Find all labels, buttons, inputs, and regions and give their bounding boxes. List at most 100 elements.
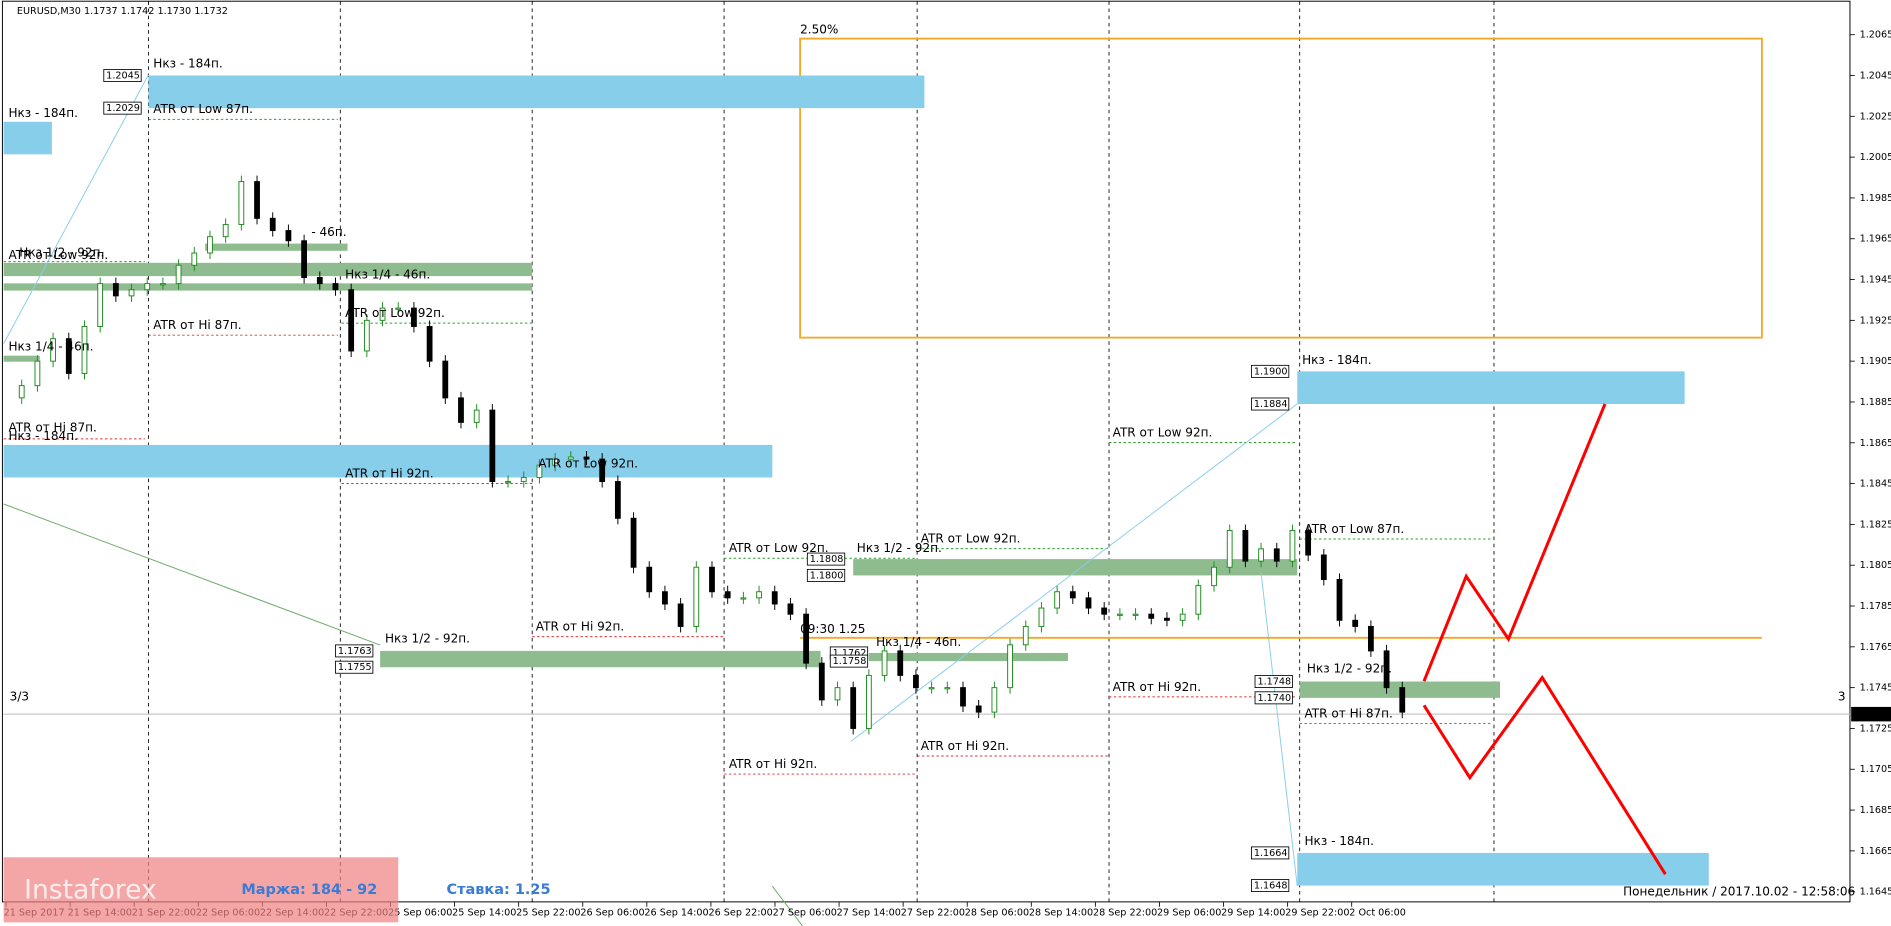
y-tick-label: 1.1925 <box>1860 315 1891 326</box>
y-tick-label: 1.2065 <box>1860 30 1891 41</box>
annotation: ATR от Low 92п. <box>8 248 108 262</box>
trend-line <box>850 403 1298 742</box>
candle <box>1399 687 1406 713</box>
price-tag: 1.1664 <box>1254 848 1288 859</box>
candle <box>709 566 715 593</box>
candle <box>834 687 841 701</box>
candle <box>1195 585 1202 615</box>
price-tag: 1.1763 <box>338 646 372 657</box>
header: EURUSD,M30 1.1737 1.1742 1.1730 1.1732 <box>17 6 228 17</box>
annotation: ATR от Low 87п. <box>153 102 253 116</box>
price-tag: 1.1648 <box>1254 881 1288 892</box>
zone <box>205 243 348 251</box>
price-tag-box <box>335 660 374 674</box>
price-tag: 1.1755 <box>338 662 372 673</box>
trend-line <box>771 885 803 926</box>
y-tick-label: 1.1785 <box>1860 601 1891 612</box>
x-tick-label: 28 Sep 14:00 <box>1029 908 1093 919</box>
price-tag-box <box>1250 364 1290 378</box>
price-tag-box <box>1254 675 1293 688</box>
annotation: ATR от Hi 87п. <box>1305 706 1393 720</box>
y-tick-label: 1.1885 <box>1860 397 1891 408</box>
candle <box>1101 607 1108 615</box>
zone <box>148 75 925 109</box>
y-tick-label: 1.1945 <box>1860 275 1891 286</box>
candle <box>144 283 151 291</box>
candle <box>1383 650 1390 689</box>
x-tick-label: 29 Sep 22:00 <box>1285 908 1349 919</box>
y-tick-label: 1.1645 <box>1860 887 1891 898</box>
annotation: - 46п. <box>311 225 346 239</box>
candle <box>662 591 668 605</box>
candle <box>363 319 370 352</box>
candle <box>34 360 41 387</box>
candle <box>301 240 308 278</box>
zone <box>3 355 40 362</box>
current-price-box <box>1851 706 1891 722</box>
candle <box>818 662 825 701</box>
annotation: ATR от Low 87п. <box>1305 522 1405 536</box>
x-tick-label: 25 Sep 14:00 <box>452 908 516 919</box>
candle <box>238 181 245 225</box>
y-tick-label: 1.1905 <box>1860 356 1891 367</box>
price-tag-box <box>829 654 869 668</box>
annotation: ATR от Hi 92п. <box>921 739 1009 753</box>
candle <box>50 338 56 362</box>
candle <box>81 325 88 374</box>
zone <box>1297 371 1685 405</box>
price-tag-box <box>1250 397 1290 411</box>
annotation: ATR от Low 92п. <box>729 541 829 555</box>
price-tag-box <box>806 568 846 582</box>
candle <box>97 283 104 327</box>
candle <box>881 650 888 676</box>
candle <box>1179 613 1186 621</box>
candle <box>520 476 527 483</box>
annotation: Нкз - 184п. <box>1302 353 1371 367</box>
candle <box>677 603 684 627</box>
x-tick-label: 25 Sep 22:00 <box>516 908 580 919</box>
candle <box>1320 554 1327 580</box>
price-tag: 1.2029 <box>106 103 140 114</box>
zone <box>1297 852 1709 886</box>
annotation: Нкз 1/4 - 46п. <box>876 635 961 649</box>
candle <box>348 289 355 352</box>
x-tick-label: 26 Sep 06:00 <box>580 908 644 919</box>
annotation: ATR от Hi 92п. <box>1113 680 1201 694</box>
x-tick-label: 28 Sep 22:00 <box>1093 908 1157 919</box>
y-tick-label: 1.1865 <box>1860 438 1891 449</box>
annotation: Нкз - 184п. <box>8 429 77 443</box>
candle <box>630 517 637 568</box>
price-tag-box <box>103 101 142 115</box>
candle <box>489 409 496 483</box>
annotation: ATR от Low 92п. <box>345 306 445 320</box>
candle <box>1116 613 1123 616</box>
annotation: Нкз 1/4 - 46п. <box>345 267 430 281</box>
price-tag-box <box>103 69 142 82</box>
rate-label: Ставка: 1.25 <box>447 882 551 898</box>
y-tick-label: 1.2005 <box>1860 152 1891 163</box>
price-tag: 1.1900 <box>1254 366 1288 377</box>
price-tag-box <box>1250 879 1290 893</box>
y-tick-label: 1.1725 <box>1860 723 1891 734</box>
price-tag-box <box>1254 691 1293 705</box>
x-tick-label: 26 Sep 22:00 <box>708 908 772 919</box>
candle <box>1352 619 1359 627</box>
annotation: Нкз - 184п. <box>1305 834 1374 848</box>
zone <box>380 650 821 668</box>
candle <box>175 264 182 285</box>
zone <box>3 283 533 291</box>
annotation: Нкз - 184п. <box>153 56 222 70</box>
candle <box>222 223 229 238</box>
zone <box>3 262 533 277</box>
annotation: Нкз 1/2 - 92п. <box>19 246 104 260</box>
x-tick-label: 27 Sep 14:00 <box>837 908 901 919</box>
candle <box>395 307 402 310</box>
candle <box>18 385 25 399</box>
candle <box>928 687 935 690</box>
y-tick-label: 1.1825 <box>1860 519 1891 530</box>
candle <box>160 283 166 286</box>
annotation: ATR от Hi 92п. <box>729 757 817 771</box>
candle <box>505 481 511 484</box>
y-tick-label: 1.1745 <box>1860 683 1891 694</box>
price-tag-box <box>335 644 374 658</box>
